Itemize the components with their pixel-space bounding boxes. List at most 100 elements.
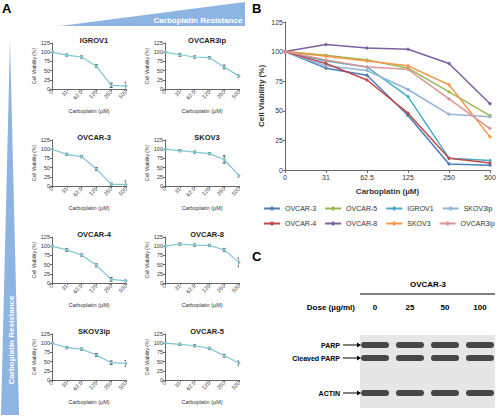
svg-text:25: 25 [157, 271, 163, 277]
svg-text:Cell Viability (%): Cell Viability (%) [31, 242, 37, 279]
svg-text:50: 50 [157, 165, 163, 171]
svg-text:125: 125 [41, 137, 50, 143]
svg-text:Carboplatin (µM): Carboplatin (µM) [181, 108, 222, 114]
svg-text:OVCAR3ip: OVCAR3ip [188, 36, 226, 45]
svg-text:125: 125 [41, 331, 50, 337]
svg-text:125: 125 [88, 186, 99, 197]
svg-text:250: 250 [443, 174, 455, 181]
svg-text:100: 100 [41, 340, 50, 346]
svg-text:125: 125 [154, 137, 163, 143]
svg-text:125: 125 [201, 283, 212, 294]
svg-text:100: 100 [154, 340, 163, 346]
svg-text:50: 50 [157, 68, 163, 74]
svg-text:500: 500 [117, 380, 128, 391]
svg-text:125: 125 [88, 283, 99, 294]
svg-text:500: 500 [230, 283, 241, 294]
svg-text:62.5: 62.5 [185, 186, 197, 198]
svg-text:0: 0 [48, 380, 54, 386]
svg-text:31: 31 [173, 89, 182, 98]
svg-text:31: 31 [322, 174, 330, 181]
svg-text:0: 0 [373, 303, 378, 312]
svg-text:0: 0 [161, 186, 167, 192]
svg-text:B: B [252, 1, 261, 16]
svg-text:100: 100 [41, 146, 50, 152]
svg-text:Cell Viability (%): Cell Viability (%) [144, 339, 150, 376]
svg-text:250: 250 [103, 89, 114, 100]
svg-text:62.5: 62.5 [185, 89, 197, 101]
svg-text:SKOV3: SKOV3 [407, 220, 430, 227]
svg-text:500: 500 [230, 186, 241, 197]
svg-text:Carboplatin (µM): Carboplatin (µM) [68, 399, 109, 405]
svg-text:OVCAR-5: OVCAR-5 [346, 205, 377, 212]
svg-text:31: 31 [60, 283, 69, 292]
svg-text:SKOV3: SKOV3 [194, 133, 219, 142]
svg-text:125: 125 [402, 174, 414, 181]
svg-text:50: 50 [44, 359, 50, 365]
svg-text:Cell Viability (%): Cell Viability (%) [31, 48, 37, 85]
svg-text:125: 125 [271, 19, 283, 26]
svg-text:0: 0 [48, 89, 54, 95]
svg-text:50: 50 [44, 165, 50, 171]
svg-text:Cell Viability (%): Cell Viability (%) [257, 65, 266, 127]
svg-text:75: 75 [44, 58, 50, 64]
svg-text:62.5: 62.5 [72, 89, 84, 101]
svg-text:OVCAR-8: OVCAR-8 [190, 230, 224, 239]
svg-text:500: 500 [117, 89, 128, 100]
svg-text:0: 0 [48, 186, 54, 192]
svg-text:125: 125 [154, 331, 163, 337]
svg-text:100: 100 [271, 48, 283, 55]
svg-text:75: 75 [157, 252, 163, 258]
svg-text:500: 500 [230, 89, 241, 100]
svg-text:62.5: 62.5 [185, 283, 197, 295]
svg-text:25: 25 [44, 368, 50, 374]
svg-text:125: 125 [154, 40, 163, 46]
svg-text:125: 125 [201, 89, 212, 100]
svg-text:31: 31 [60, 186, 69, 195]
svg-text:100: 100 [41, 243, 50, 249]
svg-text:Carboplatin (µM): Carboplatin (µM) [68, 108, 109, 114]
svg-text:500: 500 [230, 380, 241, 391]
svg-text:Cell Viability (%): Cell Viability (%) [144, 242, 150, 279]
svg-text:75: 75 [275, 78, 283, 85]
svg-text:SKOV3ip: SKOV3ip [78, 327, 111, 336]
svg-text:75: 75 [44, 349, 50, 355]
svg-text:75: 75 [157, 349, 163, 355]
svg-text:Carboplatin (µM): Carboplatin (µM) [356, 187, 420, 196]
svg-text:OVCAR-3: OVCAR-3 [285, 205, 316, 212]
svg-text:50: 50 [157, 359, 163, 365]
svg-text:0: 0 [161, 89, 167, 95]
svg-text:250: 250 [103, 186, 114, 197]
svg-text:75: 75 [157, 58, 163, 64]
svg-text:62.5: 62.5 [360, 174, 374, 181]
svg-text:OVCAR-3: OVCAR-3 [77, 133, 111, 142]
svg-text:50: 50 [441, 303, 450, 312]
svg-text:IGROV1: IGROV1 [80, 36, 108, 45]
svg-text:0: 0 [283, 174, 287, 181]
svg-text:OVCAR-4: OVCAR-4 [77, 230, 112, 239]
svg-text:500: 500 [117, 283, 128, 294]
svg-text:0: 0 [279, 167, 283, 174]
svg-text:500: 500 [117, 186, 128, 197]
svg-text:25: 25 [275, 137, 283, 144]
svg-text:Carboplatin (µM): Carboplatin (µM) [181, 205, 222, 211]
svg-text:Dose (µg/ml): Dose (µg/ml) [307, 303, 356, 312]
svg-text:31: 31 [60, 380, 69, 389]
svg-text:100: 100 [154, 243, 163, 249]
svg-text:50: 50 [157, 262, 163, 268]
svg-text:62.5: 62.5 [72, 380, 84, 392]
svg-text:125: 125 [201, 380, 212, 391]
svg-text:Carboplatin Resistance: Carboplatin Resistance [7, 295, 16, 384]
svg-text:OVCAR-8: OVCAR-8 [346, 220, 377, 227]
svg-text:Carboplatin (µM): Carboplatin (µM) [68, 302, 109, 308]
svg-text:25: 25 [44, 271, 50, 277]
svg-text:31: 31 [173, 283, 182, 292]
svg-text:0: 0 [48, 283, 54, 289]
svg-text:250: 250 [103, 380, 114, 391]
svg-text:25: 25 [157, 368, 163, 374]
svg-text:50: 50 [44, 262, 50, 268]
svg-text:PARP: PARP [321, 342, 340, 349]
svg-text:Cell Viability (%): Cell Viability (%) [144, 48, 150, 85]
svg-text:250: 250 [103, 283, 114, 294]
svg-text:Carboplatin (µM): Carboplatin (µM) [181, 399, 222, 405]
svg-text:125: 125 [41, 40, 50, 46]
